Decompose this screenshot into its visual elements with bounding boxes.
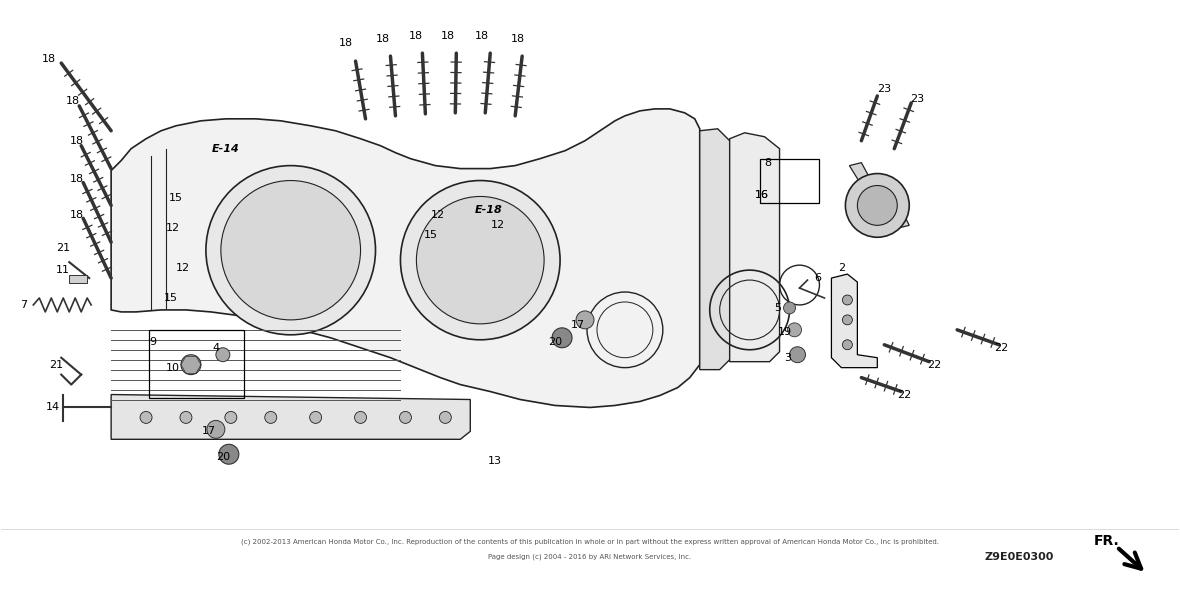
Text: 13: 13 bbox=[489, 456, 503, 466]
Circle shape bbox=[206, 421, 225, 438]
Circle shape bbox=[845, 174, 910, 237]
Text: Z9E0E0300: Z9E0E0300 bbox=[984, 552, 1054, 562]
Circle shape bbox=[787, 323, 801, 337]
Text: 10: 10 bbox=[166, 363, 181, 373]
Circle shape bbox=[400, 181, 560, 340]
Circle shape bbox=[576, 311, 594, 329]
Text: ARIdiagram: ARIdiagram bbox=[320, 260, 441, 280]
Circle shape bbox=[789, 347, 806, 363]
Text: 23: 23 bbox=[877, 84, 891, 94]
Circle shape bbox=[181, 355, 201, 375]
Text: 18: 18 bbox=[476, 31, 490, 41]
Text: 18: 18 bbox=[339, 38, 353, 48]
Circle shape bbox=[843, 315, 852, 325]
Text: 9: 9 bbox=[150, 337, 157, 347]
Text: 14: 14 bbox=[46, 402, 60, 412]
Circle shape bbox=[439, 412, 451, 423]
Bar bbox=[760, 158, 819, 203]
Text: 19: 19 bbox=[778, 327, 792, 337]
Text: 16: 16 bbox=[754, 190, 768, 200]
Circle shape bbox=[843, 340, 852, 350]
Text: 17: 17 bbox=[571, 320, 585, 330]
Text: 15: 15 bbox=[424, 230, 438, 240]
Text: 18: 18 bbox=[70, 210, 84, 220]
Circle shape bbox=[309, 412, 322, 423]
Circle shape bbox=[354, 412, 367, 423]
Bar bbox=[149, 330, 244, 398]
Polygon shape bbox=[111, 395, 471, 439]
Circle shape bbox=[784, 302, 795, 314]
Circle shape bbox=[843, 295, 852, 305]
Circle shape bbox=[552, 328, 572, 348]
Circle shape bbox=[221, 181, 361, 320]
Text: 18: 18 bbox=[42, 54, 57, 64]
Circle shape bbox=[205, 166, 375, 335]
Polygon shape bbox=[729, 133, 780, 362]
Polygon shape bbox=[832, 274, 877, 368]
Text: 16: 16 bbox=[754, 190, 768, 200]
Bar bbox=[70, 275, 87, 283]
Text: 18: 18 bbox=[441, 31, 455, 41]
Text: 4: 4 bbox=[212, 343, 219, 353]
Text: 18: 18 bbox=[70, 135, 84, 145]
Text: 20: 20 bbox=[548, 337, 562, 347]
Circle shape bbox=[400, 412, 412, 423]
Text: 15: 15 bbox=[169, 193, 183, 203]
Text: 22: 22 bbox=[927, 360, 942, 370]
Text: Page design (c) 2004 - 2016 by ARI Network Services, Inc.: Page design (c) 2004 - 2016 by ARI Netwo… bbox=[489, 554, 691, 560]
Text: 8: 8 bbox=[763, 158, 772, 168]
Text: 22: 22 bbox=[897, 389, 911, 399]
Circle shape bbox=[858, 186, 897, 226]
Text: 21: 21 bbox=[57, 243, 71, 253]
Polygon shape bbox=[700, 129, 729, 370]
Text: 12: 12 bbox=[432, 210, 445, 220]
Text: 2: 2 bbox=[838, 263, 845, 273]
Text: 12: 12 bbox=[491, 220, 505, 230]
Text: 11: 11 bbox=[57, 265, 71, 275]
Circle shape bbox=[218, 444, 238, 464]
Text: 18: 18 bbox=[408, 31, 422, 41]
Text: 22: 22 bbox=[994, 343, 1008, 353]
Text: 12: 12 bbox=[176, 263, 190, 273]
Text: 6: 6 bbox=[814, 273, 821, 283]
Text: 21: 21 bbox=[50, 360, 64, 370]
Text: 20: 20 bbox=[216, 452, 230, 462]
Text: 15: 15 bbox=[164, 293, 178, 303]
Circle shape bbox=[181, 412, 192, 423]
Circle shape bbox=[216, 348, 230, 362]
Text: 23: 23 bbox=[910, 94, 924, 104]
Polygon shape bbox=[111, 109, 700, 408]
Circle shape bbox=[225, 412, 237, 423]
Text: FR.: FR. bbox=[1094, 534, 1120, 548]
Polygon shape bbox=[850, 163, 910, 230]
Circle shape bbox=[417, 197, 544, 324]
Circle shape bbox=[140, 412, 152, 423]
Text: 5: 5 bbox=[774, 303, 781, 313]
Text: 18: 18 bbox=[511, 34, 525, 44]
Text: 7: 7 bbox=[20, 300, 27, 310]
Text: 3: 3 bbox=[784, 353, 791, 363]
Circle shape bbox=[264, 412, 277, 423]
Text: 18: 18 bbox=[70, 174, 84, 184]
Text: 12: 12 bbox=[166, 223, 181, 233]
Text: 18: 18 bbox=[66, 96, 80, 106]
Text: 18: 18 bbox=[375, 34, 389, 44]
Text: 17: 17 bbox=[202, 426, 216, 436]
Text: E-14: E-14 bbox=[212, 144, 240, 154]
Text: (c) 2002-2013 American Honda Motor Co., Inc. Reproduction of the contents of thi: (c) 2002-2013 American Honda Motor Co., … bbox=[241, 538, 939, 545]
Text: E-18: E-18 bbox=[474, 206, 503, 216]
